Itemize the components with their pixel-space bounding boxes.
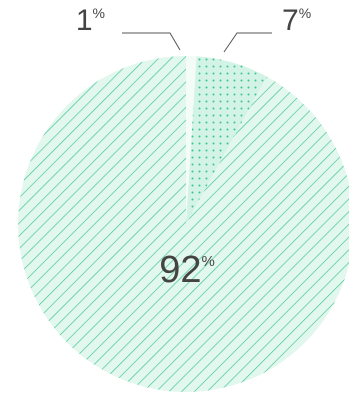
- pie-slice-92: [18, 56, 349, 392]
- slice-label-7: 7%: [282, 4, 311, 37]
- leader-line-1: [122, 32, 181, 51]
- slice-label-1: 1%: [76, 4, 105, 37]
- pie-slice-7: [186, 56, 267, 224]
- pie-slice-1: [186, 56, 197, 224]
- leader-line-7: [223, 32, 272, 53]
- slice-label-92: 92%: [159, 249, 215, 291]
